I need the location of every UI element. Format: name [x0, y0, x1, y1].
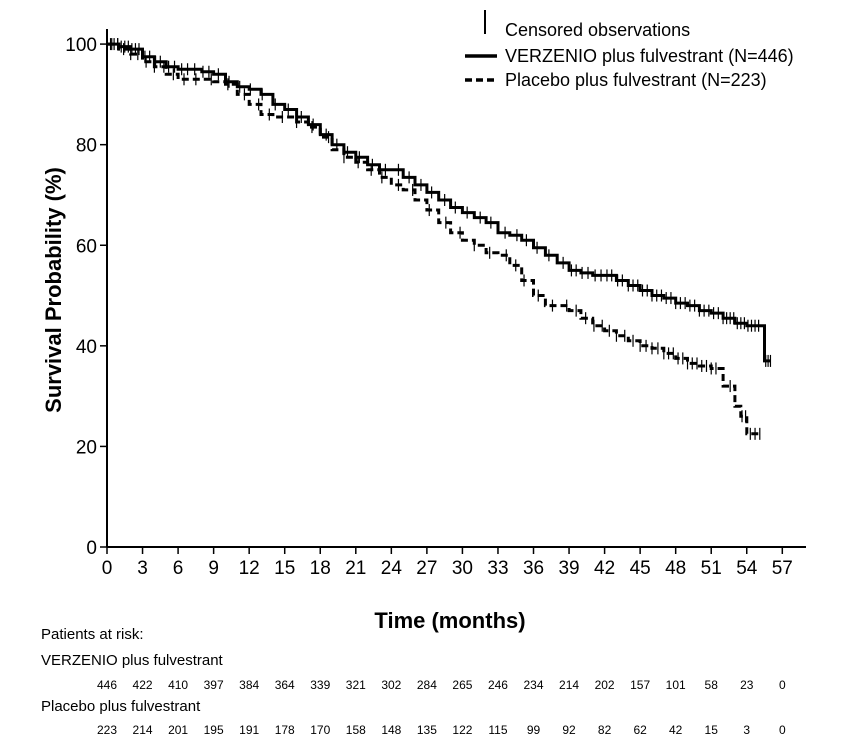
- x-tick-label: 57: [772, 558, 793, 579]
- x-tick-label: 9: [208, 558, 219, 579]
- x-tick-label: 15: [274, 558, 295, 579]
- x-tick-label: 27: [416, 558, 437, 579]
- x-axis-title: Time (months): [374, 608, 525, 633]
- y-axis: 0 20 40 60 80 100: [65, 29, 108, 559]
- legend-censored-label: Censored observations: [505, 20, 690, 40]
- x-tick-label: 3: [137, 558, 148, 579]
- y-tick-label: 0: [86, 538, 97, 559]
- x-tick-label: 54: [736, 558, 758, 579]
- x-tick-label: 0: [102, 558, 113, 579]
- x-tick-label: 12: [239, 558, 260, 579]
- placebo-survival-line: [107, 42, 759, 436]
- legend: Censored observations VERZENIO plus fulve…: [465, 10, 794, 90]
- x-tick-label: 33: [487, 558, 508, 579]
- x-tick-label: 45: [630, 558, 651, 579]
- x-tick-label: 18: [310, 558, 331, 579]
- x-tick-label: 6: [173, 558, 184, 579]
- y-tick-label: 60: [76, 236, 97, 257]
- legend-verzenio-label: VERZENIO plus fulvestrant (N=446): [505, 46, 794, 66]
- x-tick-label: 24: [381, 558, 403, 579]
- x-tick-label: 48: [665, 558, 686, 579]
- x-tick-label: 36: [523, 558, 544, 579]
- x-tick-label: 21: [345, 558, 366, 579]
- y-tick-label: 20: [76, 437, 97, 458]
- y-tick-label: 40: [76, 337, 97, 358]
- x-tick-label: 39: [558, 558, 579, 579]
- legend-placebo-label: Placebo plus fulvestrant (N=223): [505, 70, 767, 90]
- x-tick-label: 51: [701, 558, 722, 579]
- x-tick-label: 42: [594, 558, 615, 579]
- x-tick-label: 30: [452, 558, 473, 579]
- verzenio-survival-line: [107, 42, 771, 363]
- y-tick-label: 80: [76, 136, 97, 157]
- censor-marks: [109, 38, 772, 440]
- plot-series: [107, 42, 771, 436]
- y-axis-title: Survival Probability (%): [41, 167, 66, 413]
- x-axis: 0 3 6 9 12 15 18 21 24 27 30 33 36 39 42 45 48 51 54 57: [102, 546, 806, 579]
- y-tick-label: 100: [65, 35, 97, 56]
